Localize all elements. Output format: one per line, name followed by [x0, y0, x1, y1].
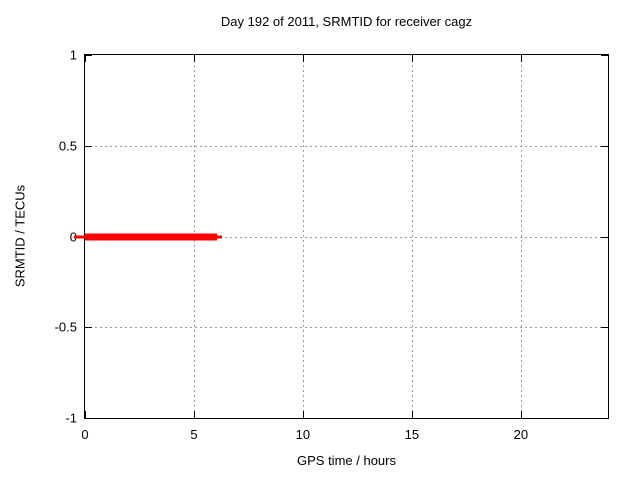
x-tick-mark-top — [302, 55, 304, 62]
x-tick-label: 0 — [81, 427, 89, 442]
y-grid-line — [85, 327, 608, 329]
y-axis-label: SRMTID / TECUs — [12, 184, 28, 288]
y-tick-mark-right — [601, 55, 608, 56]
y-tick-mark-right — [601, 327, 608, 329]
y-tick-label: 0 — [70, 229, 77, 244]
y-tick-mark — [85, 327, 92, 329]
y-tick-label: -0.5 — [54, 319, 77, 335]
y-tick-mark-right — [601, 418, 608, 419]
x-tick-label: 5 — [190, 427, 198, 442]
x-tick-mark — [520, 411, 522, 418]
x-tick-mark-top — [193, 55, 195, 62]
x-tick-mark — [302, 411, 304, 418]
y-tick-label: -1 — [65, 410, 77, 426]
x-tick-mark-top — [85, 55, 86, 62]
y-grid-line — [85, 236, 608, 238]
x-tick-mark — [411, 411, 413, 418]
chart-title: Day 192 of 2011, SRMTID for receiver cag… — [220, 14, 473, 29]
x-tick-label: 10 — [295, 427, 311, 442]
x-tick-mark-top — [411, 55, 413, 62]
plot-area: 0 5 10 15 20 1 0.5 0 -0.5 -1 — [55, 48, 609, 442]
x-tick-mark — [85, 411, 86, 418]
x-tick-mark-top — [520, 55, 522, 62]
series-line-cap — [216, 235, 223, 238]
y-tick-label: 0.5 — [58, 138, 77, 154]
series-line-cap — [74, 235, 85, 238]
x-tick-label: 20 — [513, 427, 529, 442]
y-tick-mark — [85, 55, 92, 56]
y-tick-label: 1 — [69, 47, 77, 63]
x-tick-label: 15 — [404, 427, 420, 442]
y-tick-mark — [85, 418, 92, 419]
y-grid-line — [85, 145, 608, 147]
x-tick-mark — [193, 411, 195, 418]
y-tick-mark-right — [601, 145, 608, 147]
y-tick-mark-right — [601, 236, 608, 238]
series-line — [85, 233, 217, 240]
x-axis-label: GPS time / hours — [297, 453, 396, 468]
y-tick-mark — [85, 145, 92, 147]
